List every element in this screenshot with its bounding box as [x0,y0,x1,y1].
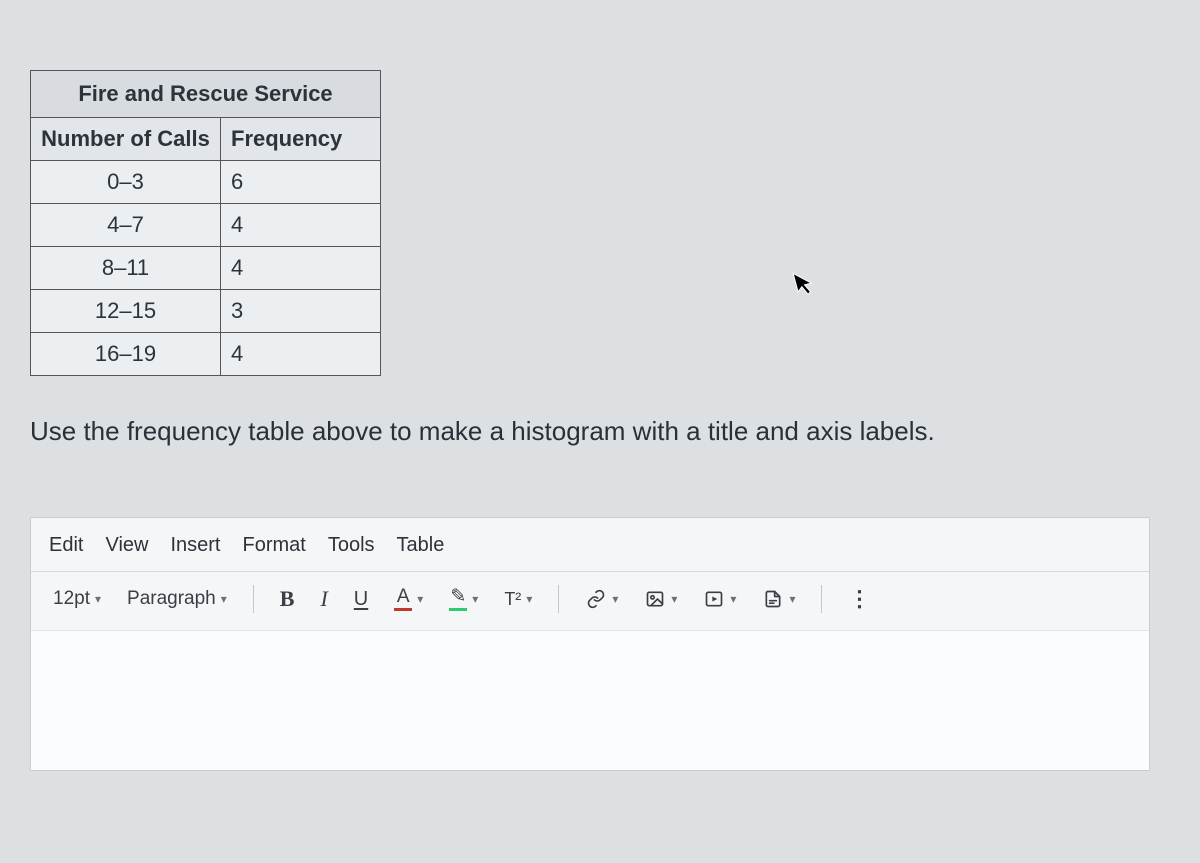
more-icon: ⋮ [848,586,870,612]
table-row: 16–19 4 [31,333,381,376]
cell-range: 4–7 [31,204,221,247]
block-format-label: Paragraph [127,588,216,610]
bold-icon: B [280,586,295,612]
block-format-dropdown[interactable]: Paragraph ▾ [121,584,233,614]
link-icon [585,588,607,610]
col-header-frequency: Frequency [221,118,381,161]
cell-freq: 4 [221,247,381,290]
font-size-label: 12pt [53,588,90,610]
underline-button[interactable]: U [348,584,374,615]
chevron-down-icon: ▾ [526,592,532,606]
toolbar-separator [821,585,822,613]
superscript-dropdown[interactable]: T² ▾ [498,585,538,614]
instruction-text: Use the frequency table above to make a … [30,416,1170,447]
chevron-down-icon: ▾ [730,592,736,606]
menu-edit[interactable]: Edit [49,534,83,557]
toolbar-separator [558,585,559,613]
text-color-icon: A [394,587,412,611]
italic-button[interactable]: I [314,582,333,616]
cell-range: 16–19 [31,333,221,376]
superscript-icon: T² [504,589,521,610]
menu-tools[interactable]: Tools [328,534,375,557]
cell-range: 0–3 [31,161,221,204]
menu-format[interactable]: Format [243,534,306,557]
cell-range: 8–11 [31,247,221,290]
rich-text-editor: Edit View Insert Format Tools Table 12pt… [30,517,1150,771]
media-icon [703,588,725,610]
insert-media-dropdown[interactable]: ▾ [697,584,742,614]
table-row: 4–7 4 [31,204,381,247]
highlight-color-dropdown[interactable]: ✎ ▾ [443,583,484,615]
insert-link-dropdown[interactable]: ▾ [579,584,624,614]
chevron-down-icon: ▾ [472,592,478,606]
insert-document-dropdown[interactable]: ▾ [756,584,801,614]
menu-insert[interactable]: Insert [170,534,220,557]
cell-freq: 4 [221,204,381,247]
chevron-down-icon: ▾ [221,592,227,606]
chevron-down-icon: ▾ [95,592,101,606]
chevron-down-icon: ▾ [789,592,795,606]
cell-freq: 6 [221,161,381,204]
table-row: 12–15 3 [31,290,381,333]
table-title: Fire and Rescue Service [31,71,381,118]
underline-icon: U [354,588,368,611]
image-icon [644,588,666,610]
chevron-down-icon: ▾ [671,592,677,606]
col-header-calls: Number of Calls [31,118,221,161]
document-icon [762,588,784,610]
chevron-down-icon: ▾ [612,592,618,606]
editor-content-area[interactable] [31,630,1149,770]
text-color-dropdown[interactable]: A ▾ [388,583,429,615]
more-tools-button[interactable]: ⋮ [842,582,876,616]
editor-toolbar: 12pt ▾ Paragraph ▾ B I U A ▾ [31,572,1149,630]
chevron-down-icon: ▾ [417,592,423,606]
cell-freq: 4 [221,333,381,376]
font-size-dropdown[interactable]: 12pt ▾ [47,584,107,614]
cell-freq: 3 [221,290,381,333]
table-row: 8–11 4 [31,247,381,290]
italic-icon: I [320,586,327,612]
editor-menubar: Edit View Insert Format Tools Table [31,518,1149,572]
insert-image-dropdown[interactable]: ▾ [638,584,683,614]
bold-button[interactable]: B [274,582,301,616]
menu-table[interactable]: Table [397,534,445,557]
toolbar-separator [253,585,254,613]
cell-range: 12–15 [31,290,221,333]
menu-view[interactable]: View [105,534,148,557]
highlight-icon: ✎ [449,587,467,611]
table-row: 0–3 6 [31,161,381,204]
frequency-table: Fire and Rescue Service Number of Calls … [30,70,381,376]
